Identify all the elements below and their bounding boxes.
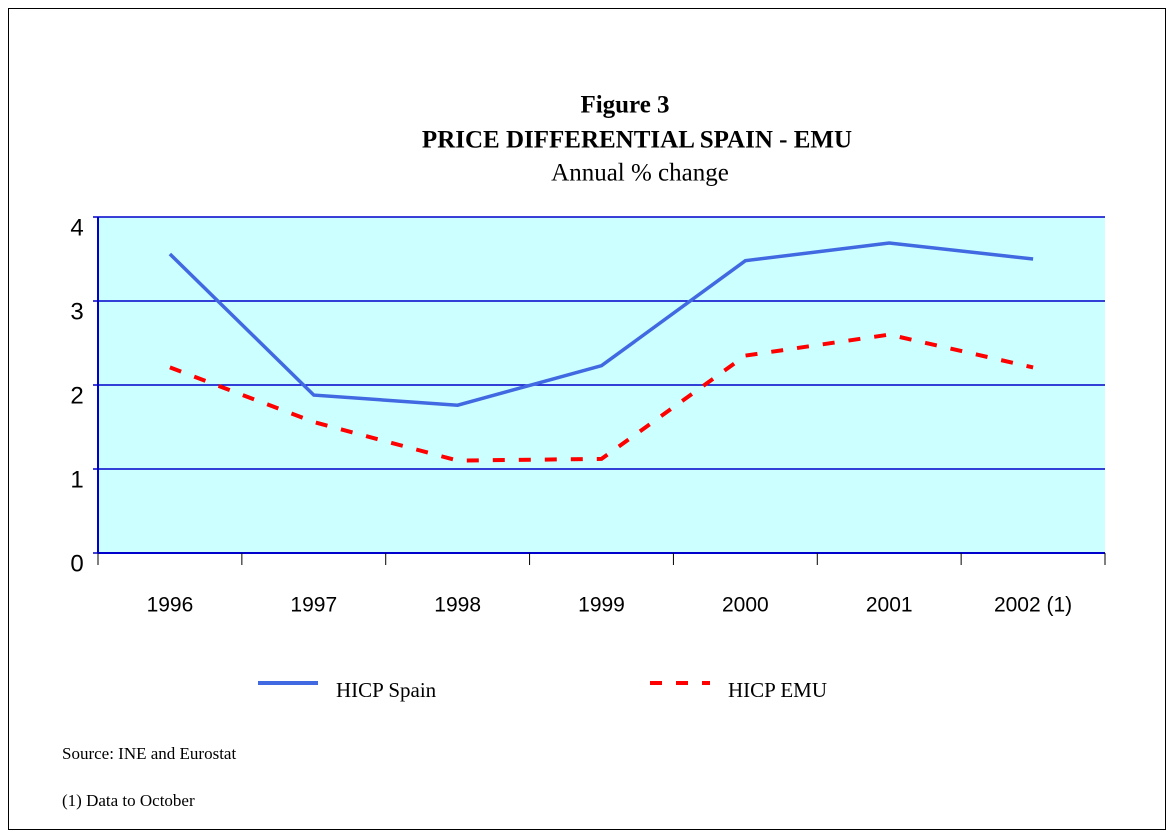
y-tick-label: 3 [70, 298, 83, 325]
note: (1) Data to October [62, 791, 195, 810]
y-tick-label: 0 [70, 550, 83, 577]
x-tick-label: 1996 [147, 594, 194, 617]
chart-title: PRICE DIFFERENTIAL SPAIN - EMU [422, 127, 852, 154]
note: Source: INE and Eurostat [62, 744, 236, 763]
series-line [168, 241, 1034, 407]
chart-title: Figure 3 [580, 92, 669, 119]
y-tick-label: 4 [70, 214, 83, 241]
x-tick-label: 1997 [290, 594, 337, 617]
legend-label: HICP EMU [728, 678, 827, 702]
y-tick-label: 1 [70, 466, 83, 493]
legend-label: HICP Spain [336, 678, 437, 702]
x-tick-label: 2000 [722, 594, 769, 617]
series-line [169, 332, 1034, 463]
y-tick-label: 2 [70, 382, 83, 409]
chart-subtitle: Annual % change [551, 160, 729, 187]
x-tick-label: 2002 (1) [994, 594, 1072, 617]
x-tick-label: 1998 [434, 594, 481, 617]
x-tick-label: 1999 [578, 594, 625, 617]
x-tick-label: 2001 [866, 594, 913, 617]
